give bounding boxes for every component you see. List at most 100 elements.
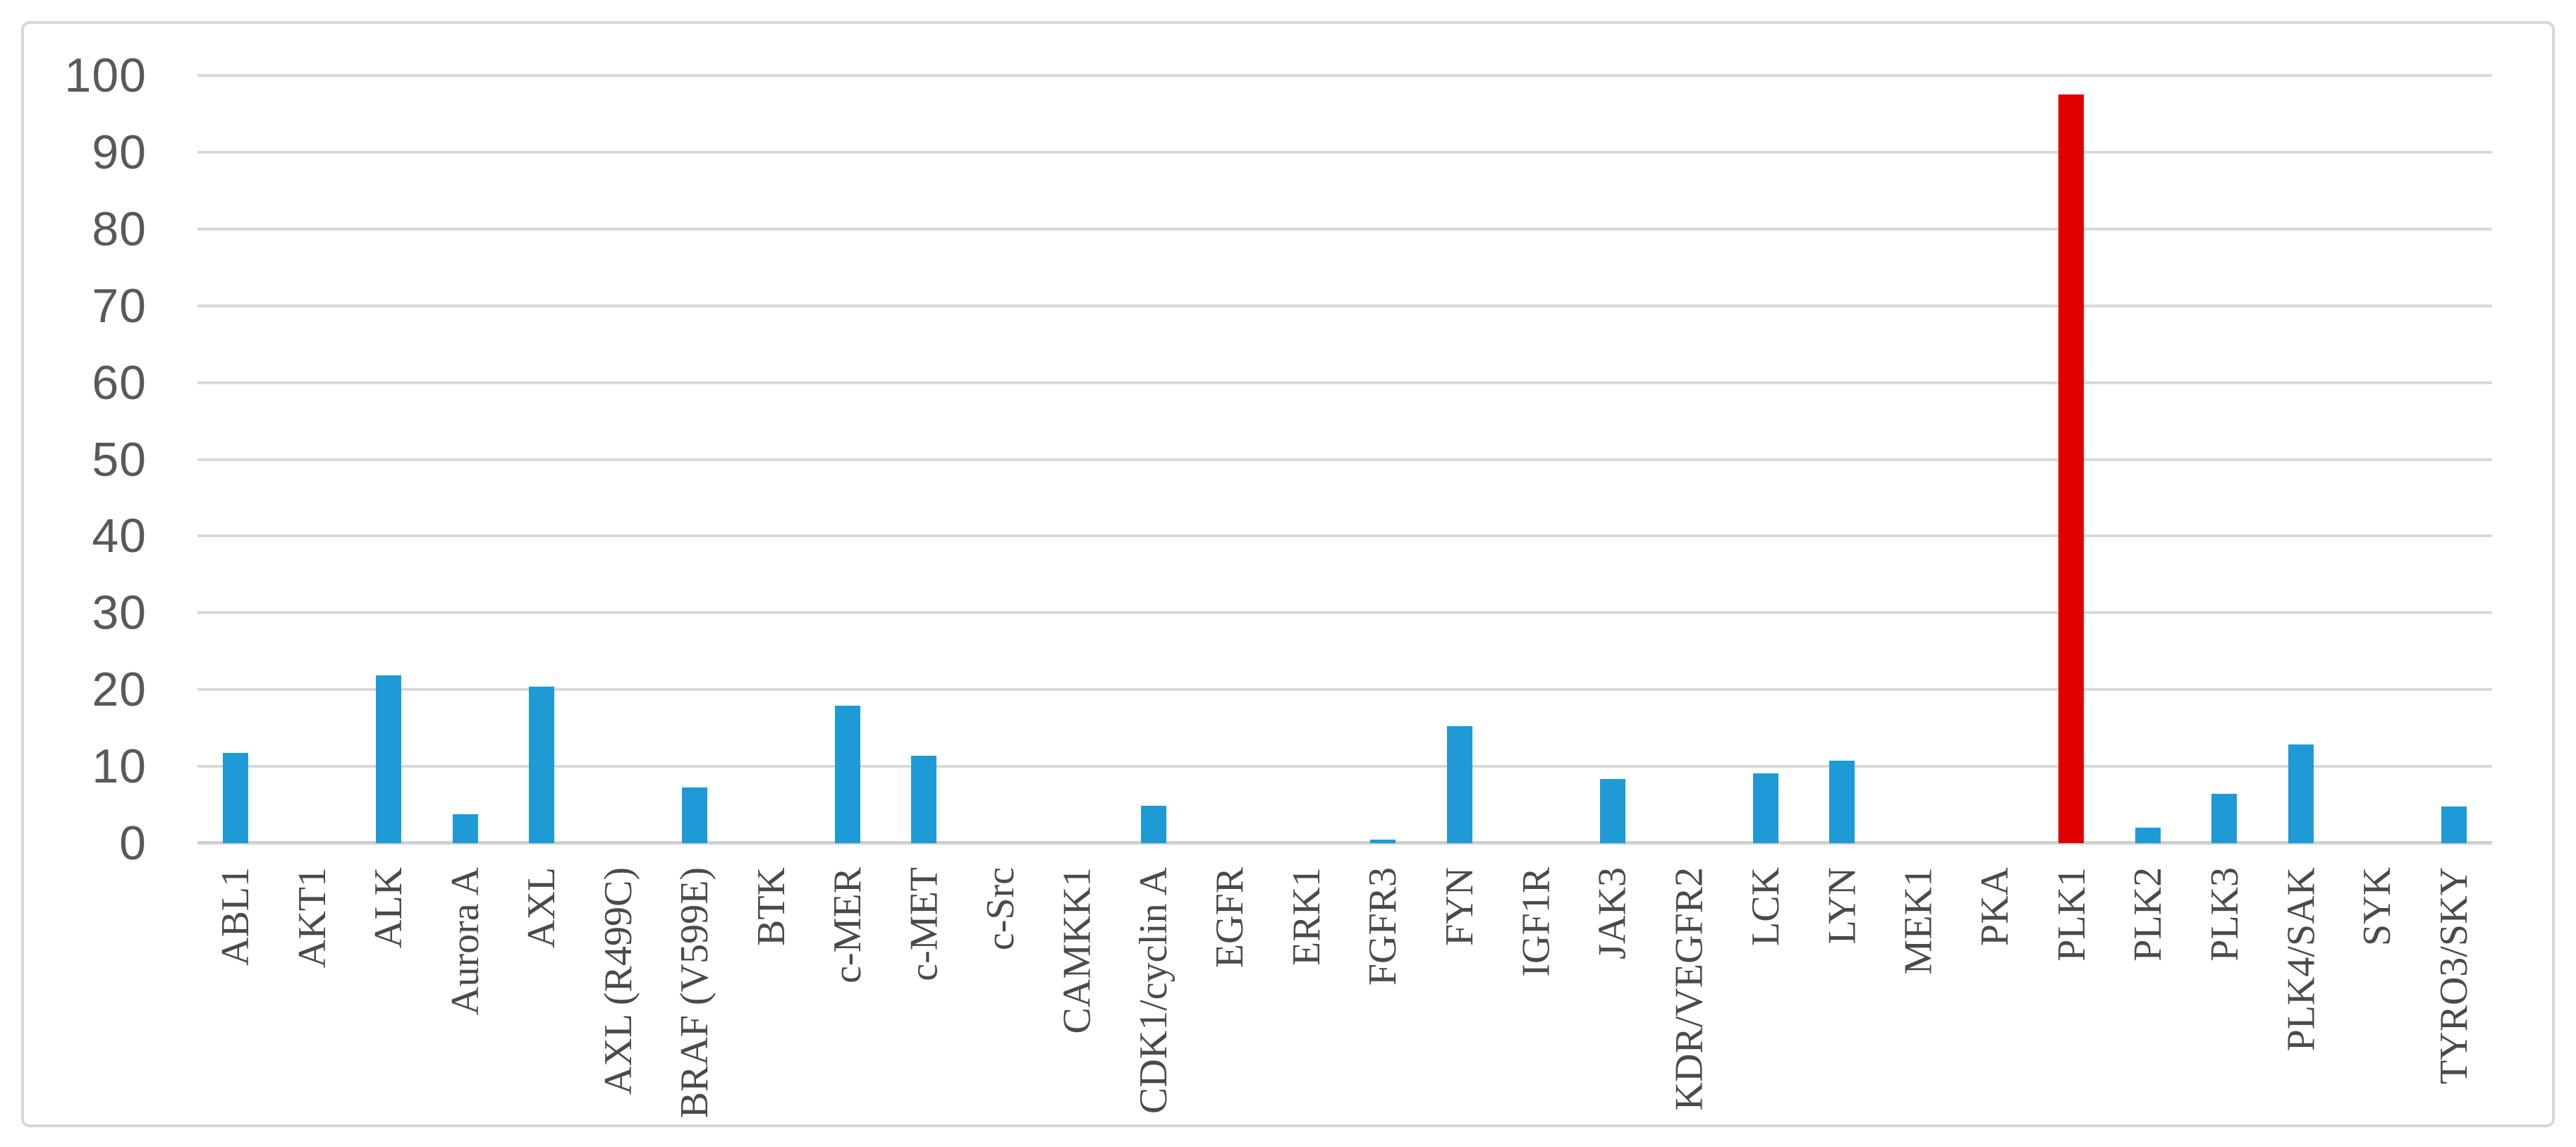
gridline-y-20 — [197, 688, 2492, 692]
bar-LCK — [1752, 773, 1778, 843]
y-tick-label-80: 80 — [92, 202, 147, 256]
x-label-cell-EGFR: EGFR — [1192, 867, 1268, 1129]
x-label-cell-LCK: LCK — [1727, 867, 1803, 1129]
gridline-y-80 — [197, 227, 2492, 231]
x-tick-label-PLK3: PLK3 — [2202, 867, 2247, 962]
y-tick-label-50: 50 — [92, 432, 147, 486]
x-tick-label-LCK: LCK — [1743, 867, 1788, 946]
x-label-cell-CDK1/cyclin A: CDK1/cyclin A — [1116, 867, 1192, 1129]
bar-FGFR3 — [1370, 839, 1396, 843]
x-label-cell-AXL (R499C): AXL (R499C) — [580, 867, 656, 1129]
x-tick-label-FGFR3: FGFR3 — [1361, 867, 1405, 986]
gridline-y-30 — [197, 611, 2492, 615]
plot-area — [197, 74, 2492, 845]
y-tick-label-30: 30 — [92, 586, 147, 640]
bar-column-AXL (R499C) — [580, 75, 656, 843]
bar-column-PLK4/SAK — [2263, 75, 2339, 843]
x-tick-label-PKA: PKA — [1973, 867, 2018, 947]
bar-column-LCK — [1727, 75, 1803, 843]
bars-container — [197, 75, 2492, 843]
bar-column-IGF1R — [1498, 75, 1574, 843]
x-label-cell-BRAF (V599E): BRAF (V599E) — [657, 867, 733, 1129]
y-tick-label-60: 60 — [92, 355, 147, 410]
x-tick-label-PLK1: PLK1 — [2049, 867, 2094, 962]
x-label-cell-IGF1R: IGF1R — [1498, 867, 1574, 1129]
bar-column-TYRO3/SKY — [2416, 75, 2492, 843]
bar-PLK1 — [2058, 94, 2084, 843]
bar-column-ABL1 — [197, 75, 274, 843]
x-label-cell-FYN: FYN — [1422, 867, 1498, 1129]
x-tick-label-ALK: ALK — [367, 867, 411, 949]
x-tick-label-FYN: FYN — [1437, 867, 1482, 947]
x-tick-label-CAMKK1: CAMKK1 — [1055, 867, 1099, 1034]
x-label-cell-ERK1: ERK1 — [1269, 867, 1345, 1129]
bar-column-c-MET — [886, 75, 962, 843]
x-tick-label-Aurora A: Aurora A — [443, 867, 487, 1015]
gridline-y-60 — [197, 381, 2492, 384]
bar-column-MEK1 — [1880, 75, 1956, 843]
y-tick-label-0: 0 — [119, 816, 147, 870]
bar-column-KDR/VEGFR2 — [1651, 75, 1727, 843]
bar-column-JAK3 — [1574, 75, 1650, 843]
x-tick-label-ERK1: ERK1 — [1284, 867, 1329, 966]
gridline-y-70 — [197, 304, 2492, 307]
x-tick-label-MEK1: MEK1 — [1896, 867, 1941, 975]
bar-column-LYN — [1804, 75, 1880, 843]
x-label-cell-c-MER: c-MER — [810, 867, 886, 1129]
x-label-cell-LYN: LYN — [1804, 867, 1880, 1129]
x-tick-label-BTK: BTK — [749, 867, 793, 946]
bar-PLK4/SAK — [2288, 744, 2314, 843]
bar-column-BTK — [733, 75, 809, 843]
x-label-cell-JAK3: JAK3 — [1574, 867, 1650, 1129]
bar-Aurora A — [452, 814, 478, 843]
bar-BRAF (V599E) — [682, 787, 708, 843]
bar-JAK3 — [1599, 778, 1625, 843]
x-axis-line — [197, 841, 2492, 845]
x-tick-label-SYK: SYK — [2355, 867, 2400, 947]
bar-AXL — [529, 686, 555, 843]
x-label-cell-PLK3: PLK3 — [2186, 867, 2262, 1129]
x-tick-label-BRAF (V599E): BRAF (V599E) — [673, 867, 717, 1119]
bar-column-CDK1/cyclin A — [1116, 75, 1192, 843]
bar-column-c-MER — [810, 75, 886, 843]
x-tick-label-c-MET: c-MET — [902, 867, 946, 981]
bar-c-MER — [834, 706, 860, 843]
x-tick-label-PLK2: PLK2 — [2125, 867, 2170, 962]
x-label-cell-ALK: ALK — [350, 867, 427, 1129]
bar-CDK1/cyclin A — [1140, 805, 1166, 843]
gridline-y-100 — [197, 74, 2492, 77]
bar-ALK — [376, 675, 402, 843]
x-label-cell-PLK2: PLK2 — [2110, 867, 2186, 1129]
x-label-cell-AKT1: AKT1 — [274, 867, 350, 1129]
y-tick-label-70: 70 — [92, 278, 147, 333]
y-tick-label-90: 90 — [92, 125, 147, 179]
gridline-y-10 — [197, 765, 2492, 768]
x-tick-label-c-Src: c-Src — [978, 867, 1023, 951]
x-tick-label-JAK3: JAK3 — [1590, 867, 1635, 959]
x-label-cell-SYK: SYK — [2339, 867, 2415, 1129]
y-tick-label-10: 10 — [92, 740, 147, 794]
x-label-cell-CAMKK1: CAMKK1 — [1039, 867, 1115, 1129]
bar-column-ERK1 — [1269, 75, 1345, 843]
x-tick-label-AXL (R499C): AXL (R499C) — [596, 867, 640, 1096]
x-label-cell-c-MET: c-MET — [886, 867, 962, 1129]
x-tick-label-AKT1: AKT1 — [290, 867, 334, 969]
bar-c-MET — [911, 755, 937, 843]
gridline-y-90 — [197, 150, 2492, 154]
x-label-cell-AXL: AXL — [503, 867, 580, 1129]
x-tick-label-EGFR: EGFR — [1208, 867, 1252, 969]
bar-column-Aurora A — [427, 75, 503, 843]
bar-TYRO3/SKY — [2441, 806, 2467, 843]
x-label-cell-PKA: PKA — [1957, 867, 2033, 1129]
x-label-cell-ABL1: ABL1 — [197, 867, 274, 1129]
x-label-cell-FGFR3: FGFR3 — [1345, 867, 1421, 1129]
bar-column-FGFR3 — [1345, 75, 1421, 843]
x-tick-label-PLK4/SAK: PLK4/SAK — [2278, 867, 2323, 1052]
bar-column-CAMKK1 — [1039, 75, 1115, 843]
x-label-cell-BTK: BTK — [733, 867, 809, 1129]
chart-frame-border — [21, 21, 2555, 1127]
x-tick-label-AXL: AXL — [520, 867, 564, 949]
bar-FYN — [1446, 726, 1472, 843]
bar-ABL1 — [223, 752, 249, 843]
